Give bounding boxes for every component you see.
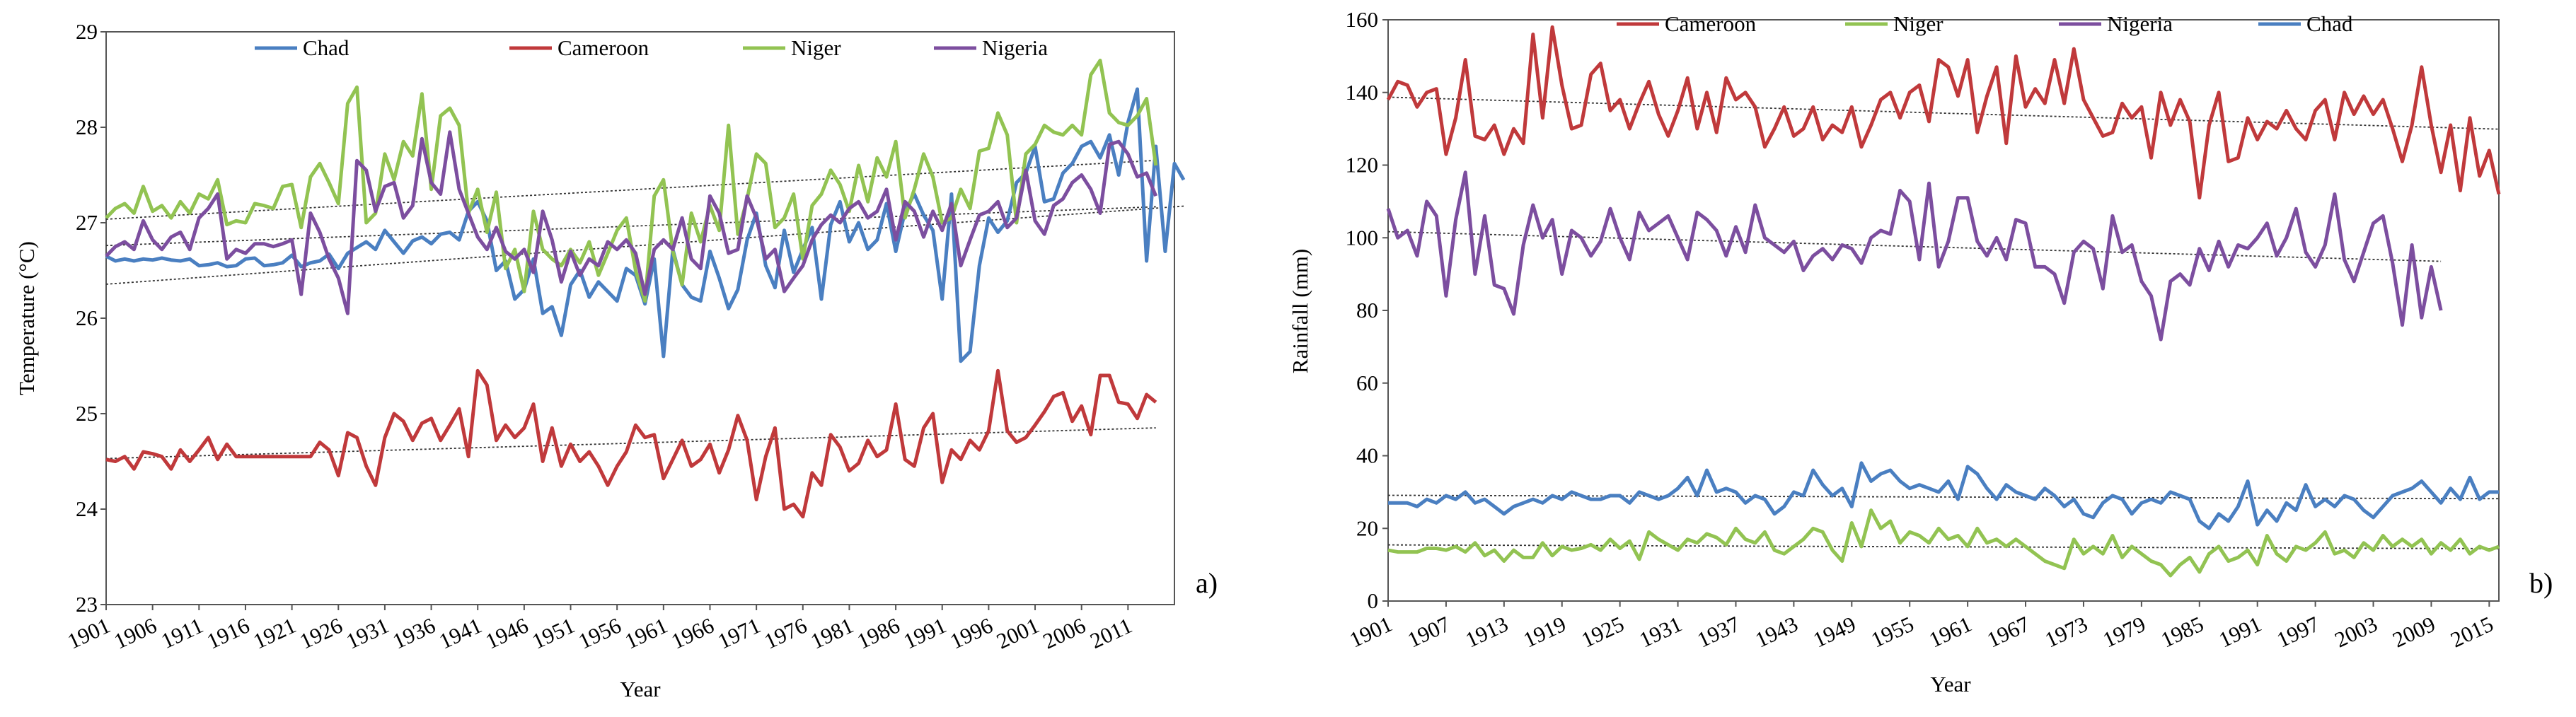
rainfall-trendlines <box>1387 96 2500 549</box>
legend-label-nigeria: Nigeria <box>2107 11 2173 36</box>
rainfall-x-tick-label: 1901 <box>1346 612 1396 653</box>
temperature-x-tick-label: 1981 <box>807 613 857 654</box>
temperature-trendline-niger <box>105 159 1156 220</box>
temperature-ticks: 2324252627282919011906191119161921192619… <box>64 19 1136 654</box>
temperature-x-tick-label: 1901 <box>64 613 114 654</box>
rainfall-x-tick-label: 1919 <box>1520 612 1570 653</box>
rainfall-y-tick-label: 120 <box>1346 153 1379 177</box>
rainfall-x-axis-title: Year <box>1930 672 1971 696</box>
rainfall-trendline-nigeria <box>1387 231 2442 262</box>
rainfall-chart: 0 20 40 60 80 100 120 140 160 1901 1907 1913 1919 192… <box>1288 7 2553 696</box>
legend-label-nigeria: Nigeria <box>982 35 1048 60</box>
temperature-x-tick-label: 1916 <box>203 613 253 654</box>
temperature-series-nigeria <box>105 130 1158 315</box>
panel-a-label: a) <box>1196 567 1218 599</box>
rainfall-y-tick-label: 20 <box>1356 515 1378 540</box>
panel-b-label: b) <box>2529 567 2553 599</box>
rainfall-x-tick-label: 2015 <box>2447 612 2497 653</box>
legend-label-niger: Niger <box>1893 11 1943 36</box>
temperature-trendline-cameroon <box>105 427 1156 460</box>
rainfall-trendline-niger <box>1387 544 2500 549</box>
rainfall-x-tick-label: 1907 <box>1404 612 1454 653</box>
temperature-legend: Chad Cameroon Niger Nigeria <box>255 35 1048 60</box>
rainfall-legend: Cameroon Niger Nigeria Chad <box>1617 11 2353 36</box>
temperature-y-tick-label: 27 <box>76 210 98 235</box>
rainfall-x-tick-label: 1925 <box>1578 612 1628 653</box>
temperature-y-axis-title: Temperature (°C) <box>14 241 39 395</box>
rainfall-x-tick-label: 1949 <box>1809 612 1859 653</box>
rainfall-y-tick-label: 80 <box>1356 298 1378 322</box>
rainfall-x-tick-label: 1955 <box>1867 612 1917 653</box>
rainfall-series-cameroon <box>1386 25 2501 200</box>
rainfall-y-tick-label: 40 <box>1356 443 1378 468</box>
rainfall-x-tick-label: 1913 <box>1462 612 1512 653</box>
temperature-y-tick-label: 28 <box>76 115 98 139</box>
temperature-series-cameroon <box>105 368 1157 519</box>
rainfall-x-tick-label: 1985 <box>2157 612 2207 653</box>
rainfall-y-tick-label: 100 <box>1346 225 1379 250</box>
temperature-x-tick-label: 1991 <box>900 613 950 654</box>
temperature-x-tick-label: 1931 <box>342 613 393 654</box>
temperature-x-tick-label: 2011 <box>1086 613 1136 653</box>
rainfall-trendline-cameroon <box>1387 96 2500 130</box>
rainfall-y-axis-title: Rainfall (mm) <box>1288 249 1312 373</box>
temperature-x-tick-label: 1921 <box>250 613 300 654</box>
temperature-x-tick-label: 1961 <box>621 613 671 654</box>
temperature-x-tick-label: 1996 <box>946 613 996 654</box>
rainfall-x-tick-label: 1931 <box>1636 612 1686 653</box>
rainfall-x-tick-label: 1943 <box>1751 612 1801 653</box>
temperature-series-lines <box>105 59 1186 519</box>
temperature-x-tick-label: 1926 <box>296 613 346 654</box>
rainfall-x-tick-label: 1991 <box>2215 612 2265 653</box>
temperature-x-tick-label: 1971 <box>714 613 764 654</box>
rainfall-plot-area <box>1387 19 2500 602</box>
rainfall-y-tick-label: 160 <box>1346 7 1379 32</box>
temperature-series-chad <box>105 87 1186 363</box>
rainfall-y-tick-label: 0 <box>1368 588 1379 613</box>
rainfall-series-nigeria <box>1386 170 2443 342</box>
temperature-x-tick-label: 1941 <box>435 613 485 654</box>
rainfall-x-tick-label: 1937 <box>1693 612 1743 653</box>
temperature-x-tick-label: 1956 <box>574 613 625 654</box>
temperature-x-tick-label: 1986 <box>853 613 903 654</box>
temperature-x-axis-title: Year <box>620 677 661 701</box>
temperature-x-tick-label: 1951 <box>528 613 578 654</box>
legend-label-cameroon: Cameroon <box>558 35 649 60</box>
temperature-y-tick-label: 23 <box>76 592 98 617</box>
rainfall-trendline-chad <box>1387 494 2500 500</box>
rainfall-x-tick-label: 1967 <box>1983 612 2033 653</box>
temperature-y-tick-label: 26 <box>76 305 98 330</box>
rainfall-x-tick-label: 1973 <box>2041 612 2091 653</box>
rainfall-y-tick-label: 140 <box>1346 80 1379 105</box>
temperature-x-tick-label: 2001 <box>993 613 1043 654</box>
rainfall-ticks: 0 20 40 60 80 100 120 140 160 1901 1907 1913 1919 192… <box>1346 7 2497 653</box>
temperature-chart: 2324252627282919011906191119161921192619… <box>14 19 1218 701</box>
rainfall-x-tick-label: 2003 <box>2330 612 2381 653</box>
temperature-x-tick-label: 1906 <box>110 613 161 654</box>
legend-label-niger: Niger <box>791 35 841 60</box>
rainfall-series-niger <box>1387 508 2500 578</box>
temperature-x-tick-label: 1911 <box>157 613 207 653</box>
temperature-y-tick-label: 29 <box>76 19 98 44</box>
legend-label-cameroon: Cameroon <box>1665 11 1757 36</box>
legend-label-chad: Chad <box>2306 11 2353 36</box>
rainfall-x-tick-label: 1961 <box>1925 612 1975 653</box>
temperature-plot-area <box>105 31 1175 605</box>
temperature-y-tick-label: 24 <box>76 496 98 521</box>
rainfall-x-tick-label: 1997 <box>2273 612 2323 653</box>
temperature-x-tick-label: 1966 <box>667 613 717 654</box>
legend-label-chad: Chad <box>303 35 350 60</box>
rainfall-y-tick-label: 60 <box>1356 371 1378 395</box>
rainfall-x-tick-label: 1979 <box>2099 612 2149 653</box>
temperature-x-tick-label: 1976 <box>761 613 811 654</box>
temperature-x-tick-label: 1936 <box>389 613 439 654</box>
rainfall-series-lines <box>1386 25 2501 578</box>
temperature-y-tick-label: 25 <box>76 401 98 426</box>
rainfall-x-tick-label: 2009 <box>2389 612 2439 653</box>
temperature-x-tick-label: 2006 <box>1039 613 1090 654</box>
temperature-x-tick-label: 1946 <box>482 613 532 654</box>
rainfall-series-chad <box>1388 461 2499 530</box>
